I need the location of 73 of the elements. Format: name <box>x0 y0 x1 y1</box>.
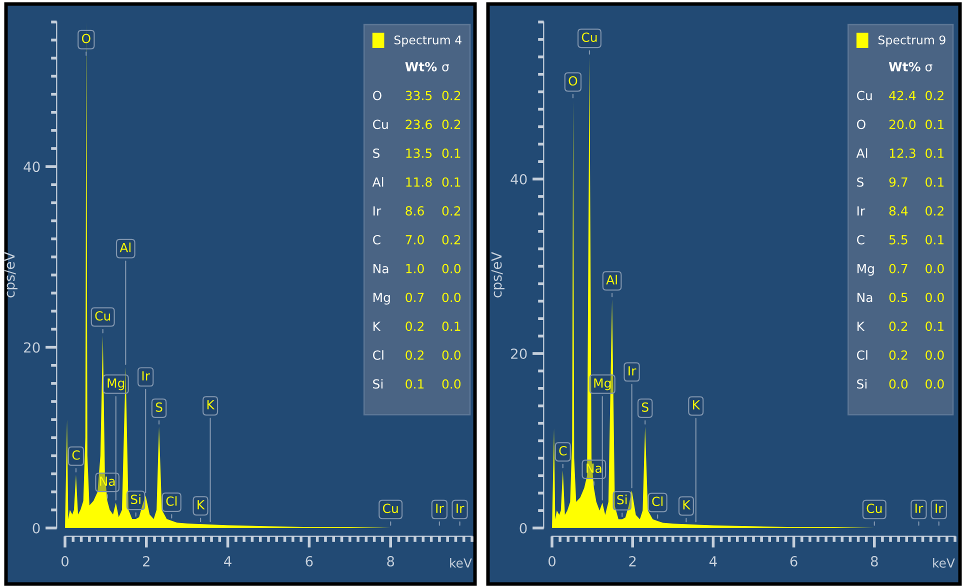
text: Mg 0.7 0.0 <box>374 292 461 305</box>
x-tick-label: 6 <box>790 556 798 567</box>
text: Cl 0.2 0.0 <box>372 350 461 360</box>
text: S 13.5 0.1 <box>373 148 460 158</box>
annotation: O <box>568 76 578 86</box>
annotation: Wt% σ <box>888 62 932 72</box>
annotation: Si <box>130 494 140 504</box>
text: O 20.0 0.1 <box>856 120 944 130</box>
annotation: Ir <box>916 504 924 513</box>
y-axis-title: cps/eV <box>4 252 18 298</box>
text: K 0.2 0.1 <box>374 322 460 331</box>
x-tick-label: 4 <box>224 556 232 566</box>
annotation: Si <box>617 494 627 504</box>
annotation: Al <box>606 274 617 284</box>
annotation: Ir <box>936 504 944 513</box>
text: Al 12.3 0.1 <box>856 148 944 158</box>
text: Na 1.0 0.0 <box>374 264 461 274</box>
annotation: Ir <box>436 504 444 513</box>
x-tick-label: 8 <box>870 556 878 567</box>
y-tick-label: 0 <box>520 522 527 534</box>
annotation: Mg <box>108 378 124 390</box>
annotation: S <box>156 402 162 412</box>
y-tick-label: 0 <box>32 522 40 534</box>
annotation: K <box>207 400 215 410</box>
annotation: Ir <box>456 504 464 513</box>
annotation: O <box>82 34 90 44</box>
annotation: Ir <box>142 371 150 380</box>
annotation: Al <box>120 242 130 252</box>
annotation: Cu <box>866 504 882 514</box>
x-tick-label: 4 <box>709 556 717 566</box>
annotation: K <box>683 500 691 510</box>
text: Ir 8.6 0.2 <box>374 206 460 216</box>
annotation: K <box>198 500 205 510</box>
annotation: Ir <box>628 366 636 376</box>
x-tick-label: 6 <box>306 556 313 567</box>
annotation: Cu <box>582 32 597 42</box>
annotation: Wt% σ <box>405 62 450 72</box>
text: Cl 0.2 0.0 <box>856 350 944 360</box>
text: C 5.5 0.1 <box>856 235 944 244</box>
text: Si 0.1 0.0 <box>373 379 461 389</box>
y-tick-label: 20 <box>511 348 527 359</box>
text: C 7.0 0.2 <box>372 235 460 244</box>
text: S 9.7 0.1 <box>857 177 944 187</box>
annotation: Cu <box>382 504 398 514</box>
y-tick-label: 40 <box>510 174 527 185</box>
annotation: K <box>693 400 700 410</box>
text: Cu 23.6 0.2 <box>372 120 460 130</box>
legend-label: Spectrum 9 <box>878 35 946 47</box>
x-tick-label: 0 <box>61 556 68 567</box>
annotation: C <box>72 450 80 460</box>
x-tick-label: 8 <box>387 556 394 567</box>
text: Ir 8.4 0.2 <box>857 206 944 216</box>
x-axis-title: keV <box>933 558 955 568</box>
y-axis-title: cps/eV <box>491 252 504 298</box>
x-tick-label: 0 <box>548 556 556 567</box>
text: Mg 0.7 0.0 <box>857 264 944 276</box>
annotation: Cl <box>166 496 177 506</box>
text: O 33.5 0.2 <box>372 90 460 100</box>
annotation: Cl <box>652 496 663 506</box>
x-tick-label: 2 <box>143 556 150 566</box>
y-tick-label: 40 <box>24 162 40 172</box>
x-tick-label: 2 <box>629 556 636 566</box>
annotation: Cu <box>95 311 110 321</box>
text: Si 0.0 0.0 <box>857 379 944 389</box>
annotation: S <box>642 402 648 412</box>
x-axis-title: keV <box>450 558 472 568</box>
y-tick-label: 20 <box>24 342 40 353</box>
text: Cu 42.4 0.2 <box>856 90 944 100</box>
legend-label: Spectrum 4 <box>394 35 462 47</box>
annotation: C <box>559 446 567 456</box>
text: K 0.2 0.1 <box>857 322 944 331</box>
text: Al 11.8 0.1 <box>372 177 460 187</box>
text: Na 0.5 0.0 <box>857 292 944 302</box>
